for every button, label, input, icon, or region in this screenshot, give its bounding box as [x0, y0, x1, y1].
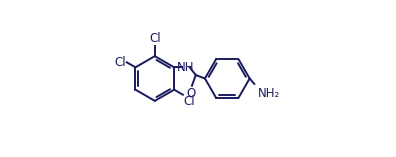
Text: NH: NH — [177, 61, 194, 74]
Text: Cl: Cl — [183, 95, 195, 108]
Text: Cl: Cl — [114, 56, 126, 69]
Text: Cl: Cl — [149, 32, 161, 45]
Text: O: O — [187, 87, 196, 100]
Text: NH₂: NH₂ — [257, 87, 280, 100]
